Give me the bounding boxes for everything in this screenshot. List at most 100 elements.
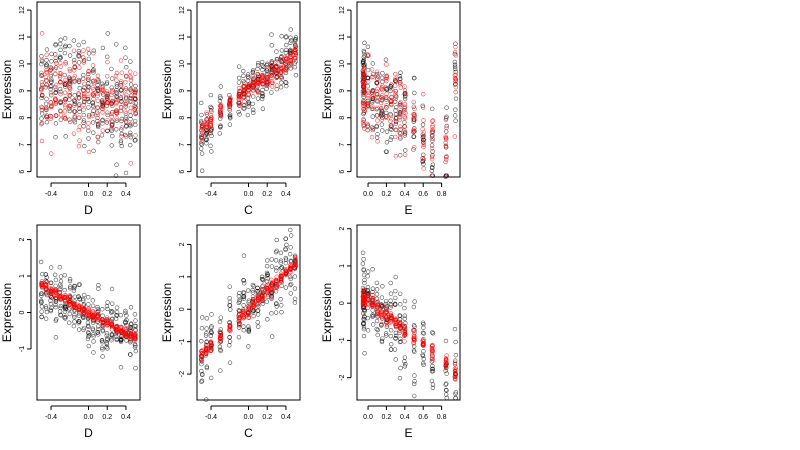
raw-point <box>365 84 370 89</box>
fitted-point <box>48 294 53 299</box>
fitted-point <box>292 49 298 54</box>
raw-point <box>402 298 408 304</box>
raw-point <box>124 313 129 318</box>
fitted-point <box>203 124 209 129</box>
raw-point <box>123 86 129 91</box>
raw-point <box>246 99 251 105</box>
fitted-point <box>269 72 275 78</box>
fitted-point <box>91 50 96 56</box>
fitted-point <box>453 78 458 83</box>
raw-point <box>227 343 232 348</box>
raw-point <box>430 106 435 112</box>
raw-point <box>204 364 210 369</box>
fitted-point <box>132 97 137 102</box>
raw-point <box>128 134 134 140</box>
fitted-point <box>398 100 403 105</box>
fitted-point <box>77 115 82 120</box>
fitted-point <box>209 343 214 349</box>
raw-point <box>241 324 246 329</box>
raw-point <box>199 338 204 344</box>
fitted-point <box>132 92 138 98</box>
raw-point <box>67 117 72 122</box>
fitted-point <box>429 173 435 178</box>
fitted-point <box>402 115 408 121</box>
raw-point <box>274 237 279 243</box>
raw-point <box>250 288 255 293</box>
raw-point <box>114 118 120 123</box>
fitted-point <box>76 144 82 149</box>
fitted-point <box>85 88 91 93</box>
raw-point <box>402 316 407 321</box>
fitted-point <box>264 73 270 78</box>
fitted-point <box>384 322 390 328</box>
fitted-point <box>62 90 68 95</box>
raw-point <box>39 54 44 59</box>
raw-point <box>218 123 223 128</box>
fitted-point <box>218 335 223 340</box>
fitted-point <box>389 95 394 100</box>
fitted-point <box>370 104 375 109</box>
raw-point <box>95 329 100 335</box>
fitted-point <box>366 90 371 96</box>
raw-point <box>246 329 252 334</box>
y-axis-label: Expression <box>0 60 14 119</box>
raw-point <box>199 118 204 124</box>
raw-point <box>402 105 407 111</box>
raw-point <box>123 104 128 109</box>
fitted-point <box>453 365 458 370</box>
raw-point <box>269 43 274 48</box>
raw-point <box>397 110 403 116</box>
fitted-point <box>119 105 124 110</box>
fitted-point <box>365 124 370 129</box>
fitted-point <box>245 85 251 91</box>
fitted-point <box>62 115 67 121</box>
raw-point <box>453 66 458 72</box>
raw-point <box>274 265 279 271</box>
raw-point <box>392 347 398 352</box>
fitted-point <box>430 156 435 162</box>
raw-point <box>72 313 77 318</box>
fitted-point <box>365 100 370 106</box>
raw-point <box>114 94 119 99</box>
fitted-point <box>375 105 380 111</box>
raw-point <box>105 93 110 99</box>
raw-point <box>104 341 110 347</box>
fitted-point <box>39 57 44 63</box>
raw-point <box>91 332 96 337</box>
raw-point <box>209 149 214 154</box>
fitted-point <box>100 121 105 126</box>
raw-point <box>365 67 371 73</box>
fitted-point <box>58 61 63 66</box>
panel-top-e: 0.0 0.2 0.4 0.6 0.8 E 6 7 8 9 10 11 12 Expression <box>320 1 461 217</box>
fitted-point <box>236 100 242 106</box>
raw-point <box>62 272 67 278</box>
fitted-point <box>444 157 449 162</box>
fitted-point <box>199 128 204 134</box>
raw-point <box>109 85 114 90</box>
fitted-point <box>82 93 87 99</box>
fitted-point <box>119 134 124 139</box>
raw-point <box>393 335 398 341</box>
fitted-point <box>39 80 45 85</box>
fitted-point <box>67 302 72 307</box>
fitted-point <box>379 107 384 112</box>
raw-point <box>412 393 417 399</box>
plot-frame <box>356 224 461 401</box>
raw-point <box>443 129 449 134</box>
raw-point <box>123 170 129 176</box>
raw-point <box>105 54 110 60</box>
fitted-point <box>288 264 294 269</box>
fitted-point <box>104 89 110 94</box>
raw-point <box>58 312 63 318</box>
fitted-point <box>128 161 133 166</box>
fitted-point <box>375 305 380 310</box>
raw-point <box>86 333 92 338</box>
raw-point <box>370 314 375 319</box>
fitted-point <box>53 82 59 88</box>
raw-point <box>269 290 275 295</box>
fitted-point <box>90 315 95 321</box>
raw-point <box>39 95 44 101</box>
fitted-point <box>100 317 105 322</box>
raw-point <box>199 378 205 384</box>
raw-point <box>39 314 44 319</box>
